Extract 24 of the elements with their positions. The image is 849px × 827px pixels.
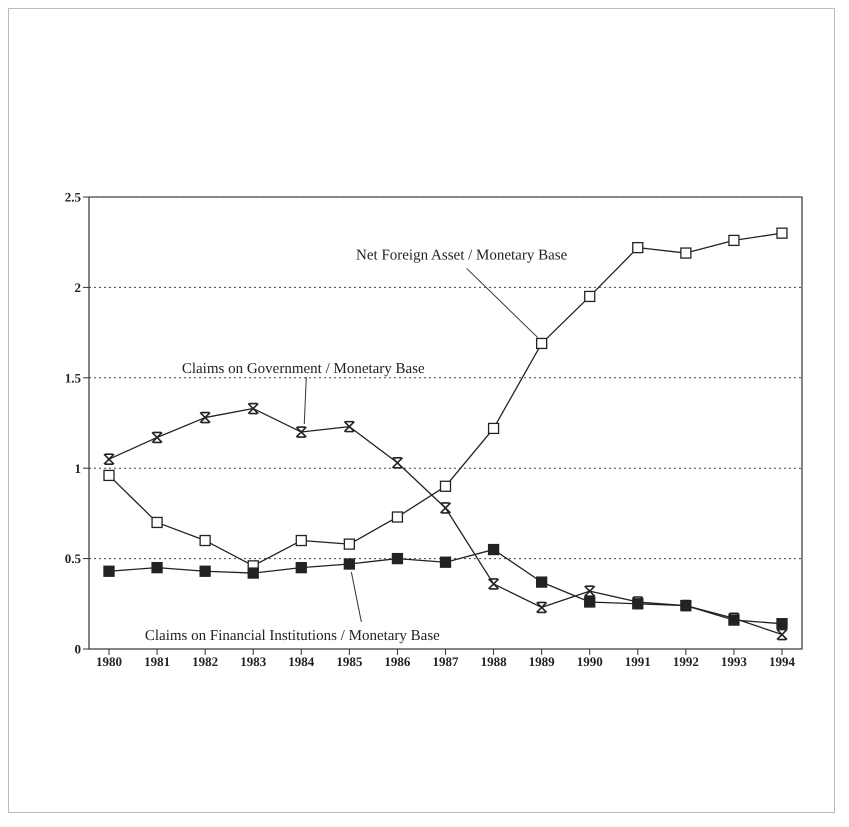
x-tick-label: 1986	[384, 654, 411, 670]
x-tick-label: 1993	[720, 654, 748, 670]
x-tick-label: 1983	[240, 654, 267, 670]
x-tick-label: 1992	[672, 654, 699, 670]
x-tick-label: 1989	[528, 654, 556, 670]
x-tick-label: 1981	[144, 654, 170, 670]
x-tick-label: 1988	[480, 654, 508, 670]
y-tick-label: 2	[74, 280, 81, 296]
annotation: Net Foreign Asset / Monetary Base	[356, 247, 568, 264]
x-tick-label: 1984	[288, 654, 315, 670]
y-tick-label: 1.5	[64, 370, 82, 386]
x-tick-label: 1991	[624, 654, 651, 670]
y-tick-label: 0	[74, 642, 81, 657]
x-tick-label: 1980	[96, 654, 122, 670]
x-tick-label: 1982	[192, 654, 218, 670]
x-tick-label: 1985	[336, 654, 363, 670]
annotation: Claims on Financial Institutions / Monetary Base	[144, 628, 440, 644]
x-tick-label: 1987	[432, 654, 459, 670]
y-tick-label: 0.5	[64, 551, 82, 566]
y-tick-label: 1	[74, 460, 81, 476]
y-tick-label: 2.5	[64, 190, 82, 205]
annotation: Claims on Government / Monetary Base	[182, 361, 426, 378]
x-tick-label: 1990	[576, 654, 603, 670]
x-tick-label: 1994	[769, 654, 796, 670]
